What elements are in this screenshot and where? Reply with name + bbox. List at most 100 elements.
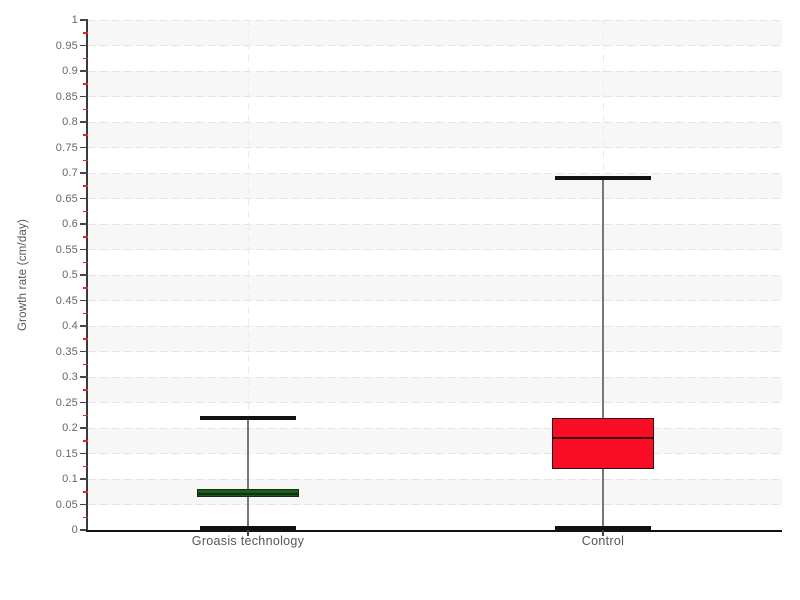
h-gridline [88,147,782,148]
y-minor-tick [83,185,88,187]
y-tick-label: 0.1 [62,473,78,485]
x-axis-line [86,530,782,532]
y-minor-tick [83,134,88,136]
y-major-tick [80,95,88,98]
y-major-tick [80,325,88,327]
y-major-tick [80,376,88,378]
y-tick-label: 0.95 [55,39,78,52]
y-major-tick [80,44,88,47]
y-major-tick [80,274,88,276]
whisker-cap-bottom-groasis-technology [200,526,296,530]
y-tick-label: 0.7 [62,167,78,179]
row-band [88,479,782,505]
y-tick-label: 0.55 [55,243,78,256]
row-band [88,428,782,454]
y-major-tick [80,427,88,429]
whisker-cap-bottom-control [555,526,651,530]
median-line-control [553,437,653,440]
y-tick-label: 0.25 [55,396,78,409]
h-gridline [88,172,782,174]
h-gridline [88,453,782,454]
row-band [88,20,782,46]
y-minor-tick [83,414,88,416]
y-tick-label: 0.4 [62,320,78,332]
y-tick-label: 0.75 [55,141,78,154]
y-minor-tick [83,491,88,493]
y-major-tick [80,121,88,123]
x-category-label-control: Control [581,534,625,548]
y-tick-label: 0.5 [62,269,78,281]
x-category-tick-groasis-technology [247,530,249,536]
h-gridline [88,376,782,378]
y-minor-tick [83,261,88,263]
y-major-tick [80,197,88,200]
h-gridline [88,121,782,123]
row-band [88,224,782,250]
y-major-tick [80,452,88,455]
y-minor-tick [83,32,88,34]
y-major-tick [80,350,88,353]
y-tick-label: 0.15 [55,447,78,460]
y-tick-label: 0.45 [55,294,78,307]
y-minor-tick [83,363,88,365]
whisker-cap-top-control [555,176,651,181]
y-tick-label: 0.9 [62,65,78,77]
y-major-tick [80,248,88,251]
y-minor-tick [83,108,88,110]
whisker-line-groasis-technology [247,417,249,530]
h-gridline [88,427,782,429]
row-band [88,326,782,352]
row-band [88,71,782,97]
y-major-tick [80,172,88,174]
h-gridline [88,325,782,327]
x-category-tick-control [602,530,604,536]
y-tick-label: 0.3 [62,371,78,383]
y-minor-tick [83,83,88,85]
h-gridline [88,19,782,21]
whisker-line-control [602,178,604,530]
y-tick-label: 0.8 [62,116,78,128]
y-tick-label: 0.65 [55,192,78,205]
y-major-tick [80,70,88,72]
h-gridline [88,96,782,97]
row-band [88,377,782,403]
y-minor-tick [83,440,88,442]
h-gridline [88,70,782,72]
y-major-tick [80,478,88,480]
y-minor-tick [83,312,88,314]
y-axis-title: Growth rate (cm/day) [17,219,29,331]
h-gridline [88,198,782,199]
h-gridline [88,402,782,403]
h-gridline [88,351,782,352]
y-minor-tick [83,210,88,212]
y-tick-label: 0.35 [55,345,78,358]
y-major-tick [80,401,88,404]
h-gridline [88,223,782,225]
y-minor-tick [83,57,88,59]
row-band [88,275,782,301]
whisker-cap-top-groasis-technology [200,415,296,420]
box-groasis-technology [197,489,299,497]
y-tick-label: 0.85 [55,90,78,103]
h-gridline [88,274,782,276]
h-gridline [88,45,782,46]
row-band [88,122,782,148]
y-major-tick [80,529,88,531]
row-band [88,173,782,199]
y-tick-label: 0.6 [62,218,78,230]
h-gridline [88,300,782,301]
median-line-groasis-technology [198,493,298,496]
x-category-label-groasis-technology: Groasis technology [191,534,305,548]
y-major-tick [80,223,88,225]
y-tick-label: 0 [71,524,78,536]
y-minor-tick [83,516,88,518]
y-major-tick [80,19,88,21]
box-control [552,417,654,469]
y-minor-tick [83,287,88,289]
h-gridline [88,504,782,505]
y-tick-label: 0.05 [55,498,78,511]
y-tick-label: 0.2 [62,422,78,434]
y-minor-tick [83,389,88,391]
y-major-tick [80,299,88,302]
